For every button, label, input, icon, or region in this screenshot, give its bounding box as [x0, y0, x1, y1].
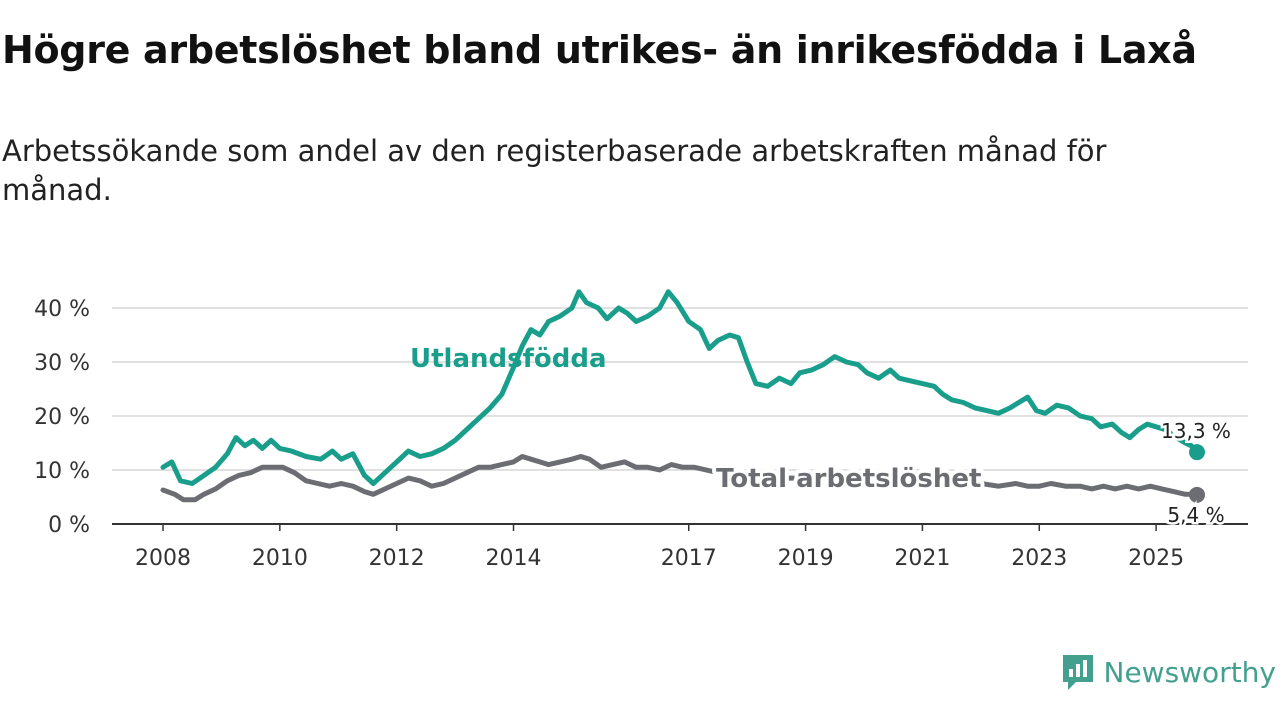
y-tick-label: 40 %: [34, 297, 90, 322]
end-point-utlandsfodda: [1189, 444, 1205, 461]
brand-name: Newsworthy: [1103, 655, 1277, 689]
gridlines: [112, 307, 1248, 471]
end-point-total: [1189, 486, 1205, 503]
newsworthy-logo: Newsworthy: [1060, 652, 1277, 692]
series-label-total-halo: Total arbetslöshet: [716, 464, 981, 494]
x-tick-label: 2008: [135, 546, 191, 571]
chart-subtitle: Arbetssökande som andel av den registerb…: [2, 134, 1107, 207]
end-value-total: 5,4 %: [1167, 503, 1224, 527]
end-value-utlandsfodda: 13,3 %: [1161, 419, 1231, 443]
x-tick-label: 2017: [661, 546, 717, 571]
y-tick-label: 20 %: [34, 405, 90, 430]
x-tick-label: 2023: [1011, 546, 1067, 571]
x-tick-label: 2021: [894, 546, 950, 571]
series-label-total: Total arbetslöshet: [716, 464, 981, 494]
x-tick-label: 2019: [778, 546, 834, 571]
y-axis-ticks: 0 % 10 % 20 % 30 % 40 %: [34, 297, 90, 538]
y-tick-label: 0 %: [48, 513, 90, 538]
x-tick-label: 2012: [369, 546, 425, 571]
chart-title: Högre arbetslöshet bland utrikes- än inr…: [2, 28, 1197, 72]
newsworthy-logo-icon: [1062, 655, 1093, 690]
x-tick-label: 2025: [1128, 546, 1184, 571]
y-tick-label: 30 %: [34, 351, 90, 376]
x-tick-label: 2010: [252, 546, 308, 571]
series-line-utlandsfodda: [160, 289, 1200, 486]
series-line-total: [160, 454, 1200, 503]
x-axis-ticks: 2008 2010 2012 2014 2017 2019 2021 2023 2025: [112, 523, 1248, 571]
x-tick-label: 2014: [486, 546, 542, 571]
y-tick-label: 10 %: [34, 459, 90, 484]
series-lines: [160, 289, 1205, 503]
series-label-utlandsfodda: Utlandsfödda: [410, 344, 607, 374]
